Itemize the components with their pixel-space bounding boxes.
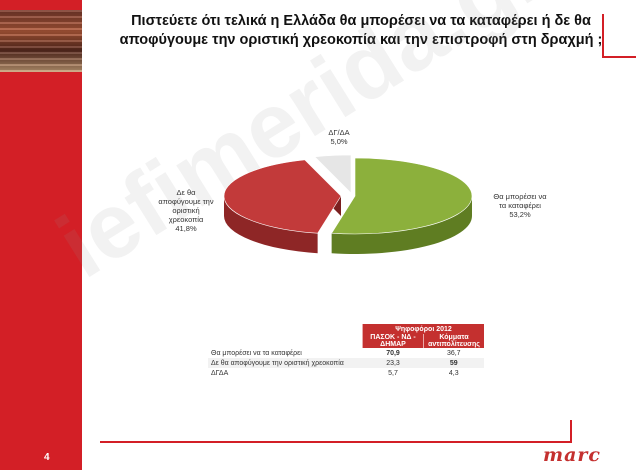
row-value: 23,3 bbox=[362, 358, 424, 368]
table-row: Θα μπορέσει να τα καταφέρει 70,9 36,7 bbox=[208, 348, 484, 358]
pie-slice bbox=[223, 159, 342, 234]
table-col-header-1: ΠΑΣΟΚ - ΝΔ - ΔΗΜΑΡ bbox=[362, 334, 424, 348]
slice-name-label: ΔΓ/ΔΑ bbox=[328, 128, 349, 137]
top-red-rule bbox=[604, 56, 636, 58]
table-row: ΔΓΔΑ 5,7 4,3 bbox=[208, 368, 484, 378]
row-value: 5,7 bbox=[388, 369, 398, 377]
row-value: 4,3 bbox=[448, 369, 459, 377]
slice-value-label: 41,8% bbox=[175, 224, 197, 233]
slice-name-label: Θα μπορέσει να bbox=[493, 192, 547, 201]
bottom-red-rule-vertical bbox=[570, 420, 572, 443]
pie-slice bbox=[314, 154, 352, 194]
slice-name-label: Δε θα bbox=[177, 188, 197, 197]
pie-slice bbox=[331, 157, 473, 235]
table-group-header: Ψηφοφόροι 2012 bbox=[362, 324, 484, 334]
table-row: Δε θα αποφύγουμε την οριστική χρεοκοπία … bbox=[208, 358, 484, 368]
slice-name-label: τα καταφέρει bbox=[499, 201, 541, 210]
bottom-red-rule bbox=[100, 441, 570, 443]
row-label: Δε θα αποφύγουμε την οριστική χρεοκοπία bbox=[208, 358, 363, 368]
row-value: 36,7 bbox=[446, 349, 461, 357]
row-value: 70,9 bbox=[386, 349, 400, 357]
marc-logo: marc bbox=[543, 444, 601, 466]
slice-name-label: οριστική bbox=[172, 206, 199, 215]
slice-name-label: αποφύγουμε την bbox=[158, 197, 213, 206]
top-red-rule-vertical bbox=[602, 14, 604, 58]
left-red-sidebar: 4 bbox=[0, 0, 82, 470]
slice-name-label: χρεοκοπία bbox=[169, 215, 204, 224]
page-number: 4 bbox=[44, 452, 50, 463]
results-table: Ψηφοφόροι 2012 ΠΑΣΟΚ - ΝΔ - ΔΗΜΑΡ Κόμματ… bbox=[208, 324, 484, 378]
table-col-header-2: Κόμματα αντιπολίτευσης bbox=[423, 334, 484, 348]
row-value: 59 bbox=[423, 358, 484, 368]
row-label: Θα μπορέσει να τα καταφέρει bbox=[211, 349, 302, 357]
pie-slice-side bbox=[224, 196, 318, 254]
slide-title: Πιστεύετε ότι τελικά η Ελλάδα θα μπορέσε… bbox=[119, 13, 603, 48]
parliament-photo bbox=[0, 10, 82, 72]
slice-value-label: 53,2% bbox=[509, 210, 531, 219]
slice-value-label: 5,0% bbox=[330, 137, 347, 146]
row-label: ΔΓΔΑ bbox=[211, 369, 229, 377]
pie-slice-side bbox=[331, 196, 472, 254]
